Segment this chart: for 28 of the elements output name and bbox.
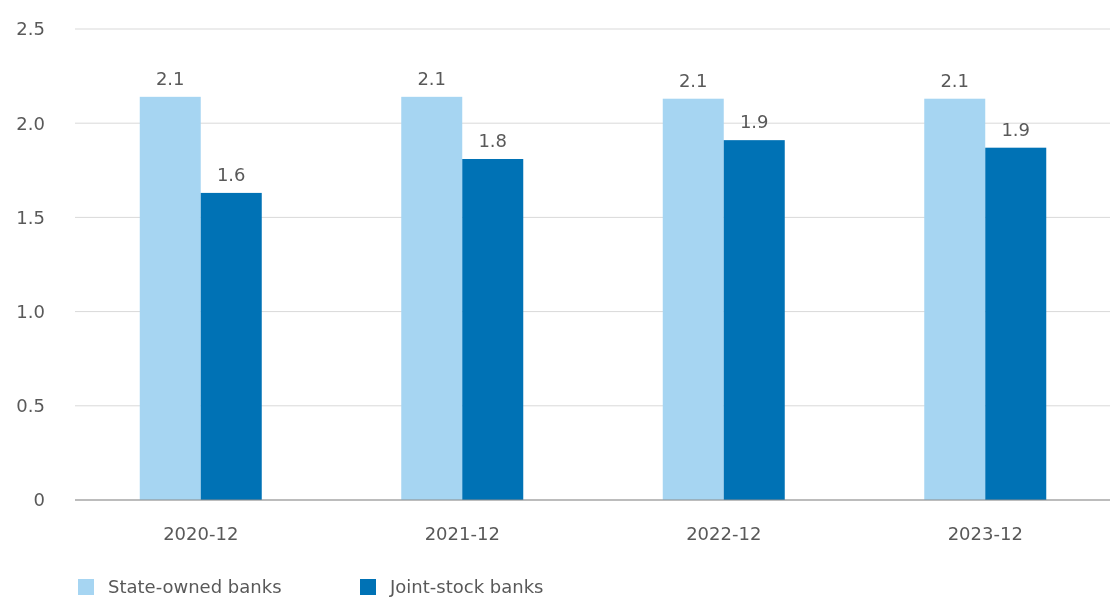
bar — [662, 98, 724, 500]
data-label: 2.1 — [417, 67, 447, 89]
bar — [139, 96, 201, 500]
y-tick-label: 0 — [33, 489, 45, 511]
legend-label: Joint-stock banks — [389, 576, 544, 598]
x-tick-label: 2022-12 — [686, 523, 762, 544]
x-tick-label: 2021-12 — [424, 523, 500, 544]
data-label: 1.9 — [739, 111, 769, 133]
bar — [401, 96, 463, 500]
bar — [462, 159, 524, 500]
x-tick-label: 2023-12 — [947, 523, 1023, 544]
x-tick-label: 2020-12 — [163, 523, 239, 544]
legend-label: State-owned banks — [108, 576, 282, 598]
y-tick-label: 0.5 — [16, 395, 45, 417]
bar — [200, 192, 262, 500]
bar — [723, 140, 785, 500]
data-label: 1.6 — [216, 163, 246, 185]
data-label: 1.8 — [478, 130, 508, 151]
y-tick-label: 1.0 — [16, 300, 45, 322]
y-tick-label: 2.0 — [16, 112, 45, 134]
data-label: 2.1 — [155, 67, 185, 89]
bar — [924, 98, 986, 500]
data-label: 2.1 — [678, 69, 708, 91]
data-label: 1.9 — [1001, 118, 1031, 140]
bar — [985, 147, 1047, 500]
data-label: 2.1 — [940, 69, 970, 91]
y-tick-label: 2.5 — [16, 18, 45, 40]
y-tick-label: 1.5 — [16, 206, 45, 228]
